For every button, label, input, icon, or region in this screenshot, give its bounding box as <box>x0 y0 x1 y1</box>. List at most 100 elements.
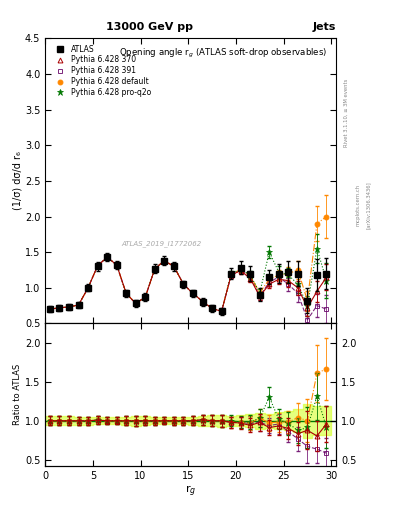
Pythia 6.428 default <box>57 305 62 311</box>
Pythia 6.428 pro-q2o <box>133 301 138 307</box>
Pythia 6.428 370 <box>67 304 72 310</box>
Pythia 6.428 370 <box>86 285 90 291</box>
Pythia 6.428 default <box>48 306 52 312</box>
Pythia 6.428 default <box>267 276 272 282</box>
Pythia 6.428 default <box>172 263 176 269</box>
Pythia 6.428 391 <box>191 290 195 296</box>
ATLAS <box>219 308 224 314</box>
Pythia 6.428 370 <box>124 290 129 296</box>
X-axis label: r$_g$: r$_g$ <box>185 483 196 499</box>
Pythia 6.428 391 <box>210 305 215 311</box>
Pythia 6.428 391 <box>267 279 272 285</box>
Pythia 6.428 default <box>105 254 110 260</box>
Pythia 6.428 default <box>229 272 233 278</box>
Pythia 6.428 pro-q2o <box>57 305 62 311</box>
Pythia 6.428 370 <box>286 278 291 284</box>
Pythia 6.428 pro-q2o <box>143 294 148 300</box>
Text: [arXiv:1306.3436]: [arXiv:1306.3436] <box>365 181 371 229</box>
Pythia 6.428 370 <box>162 258 167 264</box>
Pythia 6.428 370 <box>257 293 262 300</box>
Pythia 6.428 default <box>114 262 119 268</box>
Line: Pythia 6.428 370: Pythia 6.428 370 <box>48 254 329 314</box>
Pythia 6.428 default <box>191 290 195 296</box>
Pythia 6.428 370 <box>114 262 119 268</box>
Pythia 6.428 pro-q2o <box>229 270 233 276</box>
Pythia 6.428 pro-q2o <box>200 298 205 305</box>
Pythia 6.428 370 <box>219 308 224 314</box>
Pythia 6.428 pro-q2o <box>210 305 215 311</box>
Pythia 6.428 370 <box>48 306 52 312</box>
Pythia 6.428 default <box>276 272 281 278</box>
Pythia 6.428 default <box>324 214 329 220</box>
ATLAS <box>286 269 291 275</box>
Pythia 6.428 391 <box>229 272 233 279</box>
Text: Rivet 3.1.10, ≥ 3M events: Rivet 3.1.10, ≥ 3M events <box>344 78 349 147</box>
Pythia 6.428 370 <box>324 274 329 280</box>
Pythia 6.428 391 <box>181 281 186 287</box>
ATLAS <box>133 301 138 307</box>
Pythia 6.428 pro-q2o <box>105 254 110 260</box>
Pythia 6.428 391 <box>143 294 148 300</box>
Pythia 6.428 391 <box>152 266 157 272</box>
Text: 13000 GeV pp: 13000 GeV pp <box>106 22 193 32</box>
Pythia 6.428 pro-q2o <box>67 304 72 310</box>
Line: Pythia 6.428 pro-q2o: Pythia 6.428 pro-q2o <box>46 245 330 315</box>
Pythia 6.428 370 <box>181 281 186 287</box>
Pythia 6.428 391 <box>162 258 167 264</box>
Pythia 6.428 370 <box>191 290 195 296</box>
Line: Pythia 6.428 391: Pythia 6.428 391 <box>48 254 329 322</box>
Pythia 6.428 default <box>314 221 319 227</box>
ATLAS <box>229 270 233 276</box>
Text: ATLAS_2019_I1772062: ATLAS_2019_I1772062 <box>121 240 202 247</box>
ATLAS <box>181 281 186 287</box>
Pythia 6.428 391 <box>57 305 62 311</box>
Pythia 6.428 default <box>210 305 215 311</box>
ATLAS <box>76 302 81 308</box>
Line: Pythia 6.428 default: Pythia 6.428 default <box>48 214 329 314</box>
Pythia 6.428 370 <box>229 272 233 278</box>
Pythia 6.428 391 <box>305 317 310 323</box>
Pythia 6.428 391 <box>114 262 119 268</box>
Pythia 6.428 pro-q2o <box>181 281 186 287</box>
Pythia 6.428 391 <box>276 274 281 280</box>
Text: Jets: Jets <box>313 22 336 32</box>
Line: ATLAS: ATLAS <box>47 254 329 314</box>
ATLAS <box>105 254 110 260</box>
ATLAS <box>162 258 167 264</box>
Pythia 6.428 370 <box>133 301 138 307</box>
Pythia 6.428 370 <box>172 263 176 269</box>
Pythia 6.428 391 <box>48 306 52 312</box>
ATLAS <box>314 272 319 278</box>
ATLAS <box>257 292 262 298</box>
Pythia 6.428 391 <box>124 290 129 296</box>
Pythia 6.428 391 <box>95 263 100 269</box>
Pythia 6.428 391 <box>105 254 110 260</box>
Pythia 6.428 default <box>133 301 138 307</box>
Pythia 6.428 default <box>248 272 253 279</box>
Pythia 6.428 default <box>143 294 148 300</box>
ATLAS <box>48 306 52 312</box>
Pythia 6.428 pro-q2o <box>276 269 281 275</box>
Pythia 6.428 pro-q2o <box>86 285 90 291</box>
Pythia 6.428 391 <box>238 267 243 273</box>
Pythia 6.428 370 <box>105 254 110 260</box>
Pythia 6.428 default <box>67 304 72 310</box>
Pythia 6.428 pro-q2o <box>191 290 195 296</box>
Pythia 6.428 default <box>296 267 300 273</box>
Pythia 6.428 pro-q2o <box>95 263 100 269</box>
ATLAS <box>124 290 129 296</box>
Pythia 6.428 370 <box>276 276 281 282</box>
Pythia 6.428 391 <box>133 301 138 307</box>
Pythia 6.428 default <box>76 302 81 308</box>
Pythia 6.428 default <box>162 258 167 264</box>
Pythia 6.428 391 <box>296 290 300 296</box>
ATLAS <box>238 265 243 271</box>
Pythia 6.428 pro-q2o <box>305 303 310 309</box>
Pythia 6.428 pro-q2o <box>219 308 224 314</box>
Pythia 6.428 pro-q2o <box>296 281 300 287</box>
Pythia 6.428 default <box>124 290 129 296</box>
Y-axis label: Ratio to ATLAS: Ratio to ATLAS <box>13 364 22 425</box>
Text: Opening angle r$_g$ (ATLAS soft-drop observables): Opening angle r$_g$ (ATLAS soft-drop obs… <box>119 47 327 60</box>
ATLAS <box>86 285 90 291</box>
Pythia 6.428 391 <box>286 281 291 287</box>
